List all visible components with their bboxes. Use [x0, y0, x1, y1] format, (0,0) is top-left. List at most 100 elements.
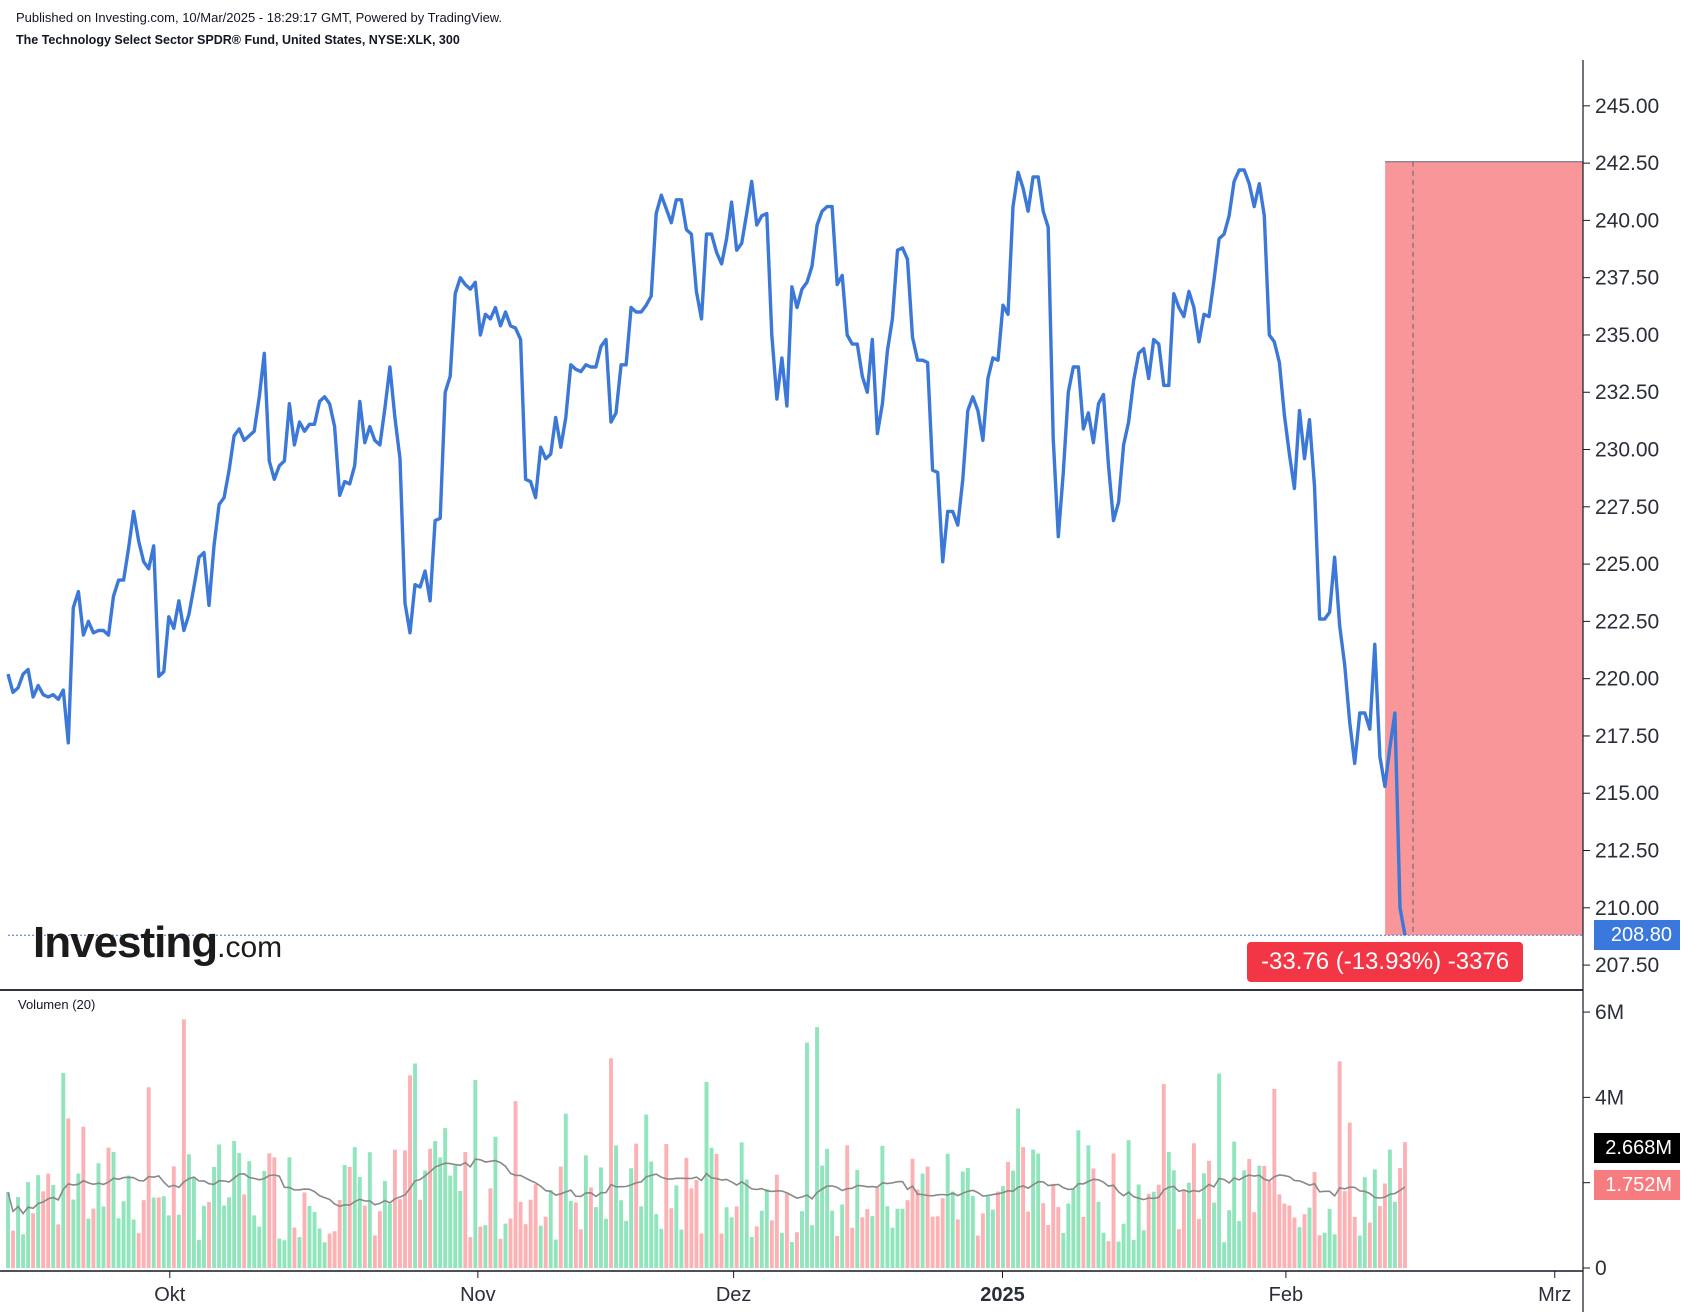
volume-bar — [955, 1219, 960, 1268]
volume-bar — [1041, 1203, 1046, 1268]
volume-bar — [679, 1229, 684, 1268]
volume-bar — [362, 1205, 367, 1268]
volume-bar — [709, 1147, 714, 1268]
volume-bar — [121, 1201, 126, 1268]
volume-bar — [382, 1180, 387, 1268]
volume-tick-label: 0 — [1595, 1257, 1607, 1280]
volume-bar — [1237, 1221, 1242, 1268]
volume-bar — [699, 1233, 704, 1268]
volume-bar — [1056, 1207, 1061, 1268]
volume-bar — [684, 1157, 689, 1268]
volume-bar — [1071, 1189, 1076, 1268]
volume-bar — [714, 1153, 719, 1268]
volume-bar — [774, 1174, 779, 1268]
volume-bar — [287, 1157, 292, 1268]
volume-bar — [1392, 1201, 1397, 1268]
volume-bar — [76, 1173, 81, 1268]
volume-bar — [1166, 1152, 1171, 1268]
volume-bar — [609, 1058, 613, 1268]
volume-bar — [890, 1227, 895, 1268]
y-tick-label: 237.50 — [1595, 267, 1659, 290]
volume-bar — [141, 1200, 146, 1268]
x-tick-label: Dez — [716, 1284, 752, 1306]
volume-bar — [81, 1126, 86, 1268]
volume-bar — [820, 1165, 825, 1268]
x-tick-label: Mrz — [1538, 1284, 1571, 1306]
volume-bar — [51, 1185, 56, 1268]
volume-bar — [805, 1042, 809, 1268]
volume-bar — [1242, 1170, 1247, 1268]
volume-title: Volumen (20) — [18, 997, 96, 1012]
last-price-badge: 208.80 — [1594, 920, 1680, 950]
volume-bar — [1006, 1161, 1010, 1268]
instrument-title: The Technology Select Sector SPDR® Fund,… — [16, 33, 460, 47]
volume-bar — [46, 1173, 51, 1268]
volume-ma-line — [7, 1158, 1406, 1215]
volume-bar — [438, 1157, 443, 1268]
volume-bar — [1171, 1170, 1176, 1268]
volume-bar — [1292, 1217, 1297, 1268]
volume-bar — [1362, 1177, 1367, 1268]
x-tick-label: 2025 — [980, 1284, 1025, 1306]
volume-bar — [202, 1205, 206, 1268]
volume-bar — [327, 1233, 332, 1268]
volume-bar — [181, 1019, 186, 1268]
volume-bar — [262, 1170, 267, 1268]
volume-bar — [1036, 1153, 1041, 1268]
volume-bar — [96, 1163, 101, 1268]
volume-bar — [689, 1188, 694, 1268]
volume-bar — [925, 1166, 930, 1268]
volume-bar — [1091, 1168, 1096, 1268]
volume-bar — [1267, 1181, 1272, 1268]
volume-bar — [176, 1214, 181, 1268]
volume-bar — [1302, 1214, 1307, 1268]
volume-bar — [619, 1200, 624, 1268]
volume-bar — [1126, 1140, 1131, 1268]
volume-bar — [749, 1237, 754, 1268]
y-tick-label: 222.50 — [1595, 610, 1659, 633]
volume-bar — [1382, 1183, 1387, 1268]
volume-bar — [197, 1239, 201, 1268]
volume-bar — [975, 1235, 980, 1268]
volume-bar — [935, 1216, 940, 1268]
volume-bar — [744, 1179, 749, 1268]
volume-bar — [865, 1209, 870, 1268]
volume-bar — [513, 1101, 518, 1268]
volume-bar — [1217, 1073, 1222, 1268]
volume-bar — [367, 1152, 372, 1268]
volume-bar — [66, 1118, 71, 1268]
y-tick-label: 240.00 — [1595, 209, 1659, 232]
volume-bar — [639, 1206, 644, 1268]
volume-bar — [493, 1136, 498, 1268]
volume-bar — [985, 1196, 990, 1268]
volume-bar — [347, 1166, 352, 1268]
volume-bar — [649, 1161, 654, 1268]
volume-bar — [1262, 1165, 1267, 1268]
volume-bar — [1066, 1203, 1071, 1268]
volume-bar — [1061, 1233, 1066, 1268]
volume-bar — [915, 1189, 920, 1268]
volume-bar — [659, 1228, 664, 1268]
volume-bar — [1257, 1165, 1262, 1268]
volume-bar — [1398, 1168, 1402, 1268]
volume-bar — [56, 1224, 61, 1268]
volume-bar — [1342, 1191, 1347, 1268]
volume-bar — [387, 1203, 392, 1268]
volume-bar — [413, 1063, 417, 1268]
volume-bar — [563, 1113, 568, 1268]
price-line-series — [6, 168, 1407, 936]
volume-bar — [518, 1201, 523, 1268]
volume-bar — [1161, 1084, 1166, 1268]
volume-bar — [16, 1197, 21, 1268]
volume-tick-label: 4M — [1595, 1086, 1624, 1109]
volume-bar — [31, 1213, 36, 1268]
volume-bar — [845, 1145, 850, 1268]
volume-bar — [734, 1206, 739, 1268]
volume-bar — [1247, 1158, 1252, 1268]
volume-bar — [1222, 1242, 1227, 1268]
volume-bar — [307, 1205, 312, 1268]
volume-bar — [604, 1218, 608, 1268]
volume-bar — [875, 1187, 880, 1268]
volume-bar — [207, 1202, 211, 1268]
volume-bar — [1046, 1224, 1051, 1268]
